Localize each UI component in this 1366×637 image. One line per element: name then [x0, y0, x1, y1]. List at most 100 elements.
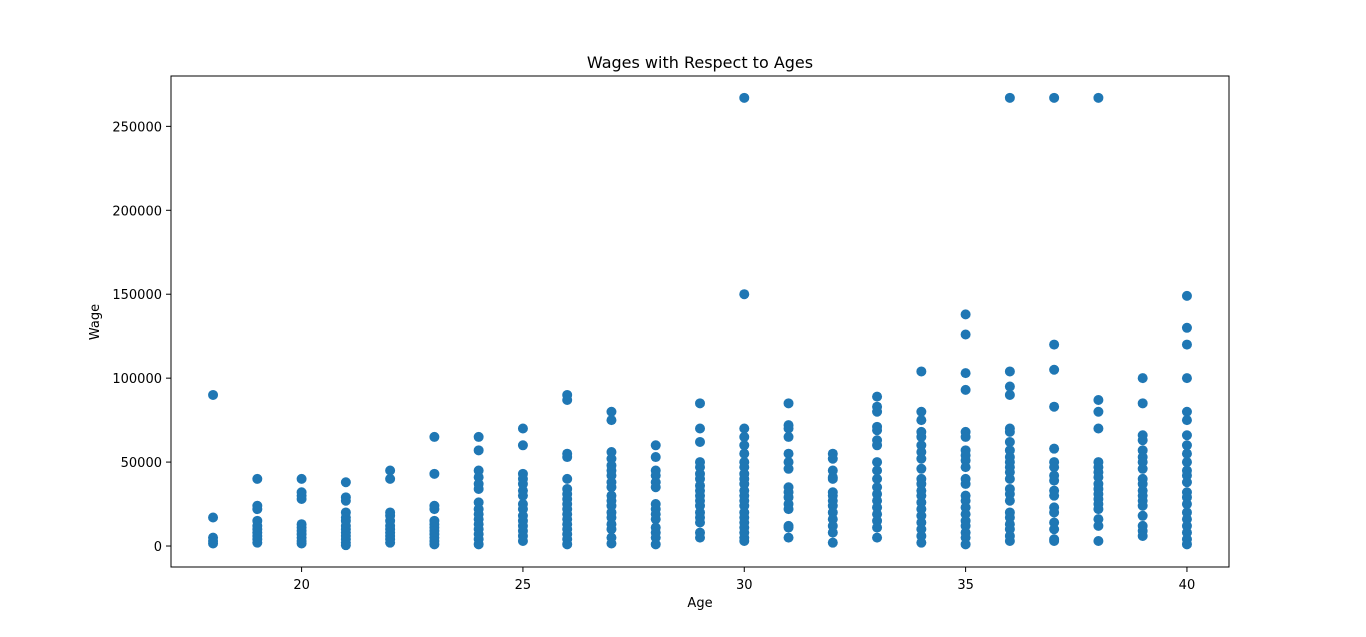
data-point — [385, 537, 396, 548]
data-point — [1049, 462, 1060, 473]
data-point — [606, 415, 617, 426]
data-point — [960, 539, 971, 550]
data-point — [340, 477, 351, 488]
y-axis-title: Wage — [88, 304, 103, 340]
data-point — [1004, 495, 1015, 506]
data-point — [1049, 475, 1060, 486]
data-point — [606, 406, 617, 417]
data-point — [960, 384, 971, 395]
data-point — [252, 504, 263, 515]
data-point — [1181, 290, 1192, 301]
data-point — [1137, 463, 1148, 474]
data-point — [562, 539, 573, 550]
data-point — [1137, 530, 1148, 541]
data-point — [1181, 373, 1192, 384]
data-point — [739, 289, 750, 300]
data-point — [916, 453, 927, 464]
data-point — [695, 436, 705, 447]
data-point — [517, 440, 528, 451]
data-point — [739, 92, 750, 103]
data-point — [385, 473, 396, 484]
data-point — [1049, 507, 1060, 518]
data-point — [1093, 520, 1104, 531]
chart-title: Wages with Respect to Ages — [587, 53, 813, 72]
data-point — [606, 482, 617, 493]
data-point — [1181, 539, 1192, 550]
data-point — [1004, 366, 1015, 377]
data-point — [429, 468, 440, 479]
data-point — [1137, 398, 1148, 409]
data-point — [1049, 490, 1060, 501]
data-point — [1093, 535, 1104, 546]
data-point — [1093, 423, 1104, 434]
x-axis-title: Age — [687, 596, 712, 611]
y-tick-label: 100000 — [112, 372, 162, 387]
data-point — [252, 537, 263, 548]
data-point — [827, 537, 838, 548]
data-point — [960, 431, 971, 442]
data-point — [916, 463, 927, 474]
data-point — [916, 537, 927, 548]
data-point — [1093, 92, 1104, 103]
data-point — [1004, 436, 1015, 447]
data-point — [783, 431, 794, 442]
data-point — [208, 538, 219, 549]
data-point — [872, 391, 883, 402]
data-point — [872, 532, 883, 543]
data-point — [429, 431, 440, 442]
data-point — [739, 448, 750, 459]
data-point — [606, 524, 617, 535]
data-point — [429, 539, 440, 550]
data-point — [1181, 406, 1192, 417]
data-point — [916, 406, 927, 417]
data-point — [872, 522, 883, 533]
data-point — [473, 539, 484, 550]
data-point — [1181, 322, 1192, 333]
data-point — [1181, 339, 1192, 350]
data-point — [296, 473, 307, 484]
data-point — [1004, 535, 1015, 546]
data-point — [872, 406, 883, 417]
data-point — [1049, 535, 1060, 546]
data-point — [872, 440, 883, 451]
data-point — [827, 473, 838, 484]
x-tick-label: 35 — [957, 578, 974, 593]
data-point — [650, 452, 661, 463]
x-tick-label: 30 — [736, 578, 753, 593]
data-point — [1181, 440, 1192, 451]
data-point — [916, 366, 927, 377]
data-point — [385, 465, 396, 476]
scatter-points — [208, 92, 1192, 551]
data-point — [783, 522, 794, 533]
data-point — [783, 532, 794, 543]
y-axis: 0 50000 100000 150000 200000 250000 — [112, 120, 171, 555]
data-point — [606, 538, 617, 549]
data-point — [783, 463, 794, 474]
data-point — [1093, 504, 1104, 515]
data-point — [695, 423, 705, 434]
data-point — [1137, 373, 1148, 384]
data-point — [1137, 510, 1148, 521]
data-point — [1004, 389, 1015, 400]
data-point — [473, 431, 484, 442]
data-point — [960, 368, 971, 379]
data-point — [960, 329, 971, 340]
data-point — [296, 494, 307, 505]
data-point — [739, 431, 750, 442]
data-point — [827, 453, 838, 464]
y-tick-label: 250000 — [112, 120, 162, 135]
y-tick-label: 150000 — [112, 288, 162, 303]
y-tick-label: 0 — [154, 540, 162, 555]
data-point — [739, 423, 750, 434]
data-point — [1049, 401, 1060, 412]
data-point — [296, 538, 307, 549]
data-point — [1004, 92, 1015, 103]
data-point — [872, 425, 883, 436]
data-point — [1049, 339, 1060, 350]
data-point — [827, 527, 838, 538]
data-point — [562, 473, 573, 484]
data-point — [1181, 457, 1192, 468]
data-point — [517, 423, 528, 434]
data-point — [1049, 364, 1060, 375]
